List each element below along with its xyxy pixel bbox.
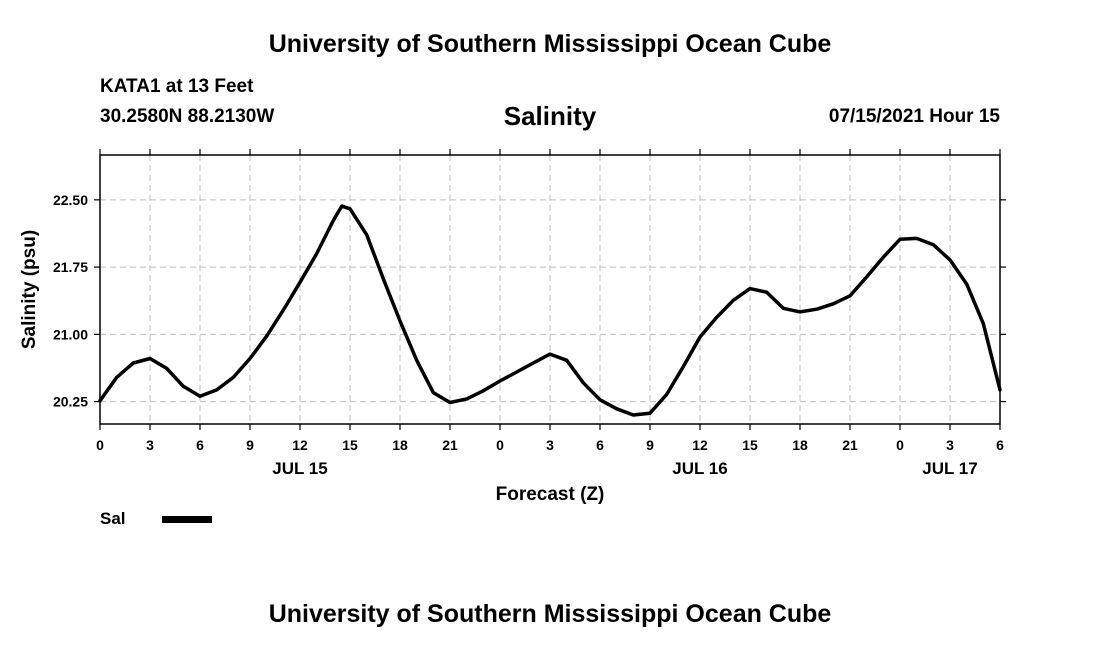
x-tick-label: 3 — [146, 437, 154, 453]
x-tick-label: 9 — [246, 437, 254, 453]
bottom-title: University of Southern Mississippi Ocean… — [268, 600, 832, 628]
chart-title: Salinity — [503, 101, 597, 131]
y-tick-label: 20.25 — [53, 394, 88, 410]
series-line-sal — [98, 204, 1002, 417]
y-axis-label: Salinity (psu) — [19, 230, 40, 349]
x-tick-label: 3 — [946, 437, 954, 453]
x-tick-label: 21 — [842, 437, 858, 453]
y-tick-label: 21.75 — [53, 259, 88, 275]
forecast-timestamp: 07/15/2021 Hour 15 — [828, 106, 1000, 127]
x-tick-label: 18 — [392, 437, 408, 453]
x-tick-label: 12 — [292, 437, 308, 453]
y-tick-label: 22.50 — [53, 192, 88, 208]
date-label: JUL 15 — [272, 459, 327, 478]
x-tick-label: 0 — [896, 437, 904, 453]
x-tick-label: 0 — [496, 437, 504, 453]
station-coordinates: 30.2580N 88.2130W — [100, 106, 275, 127]
x-tick-label: 0 — [96, 437, 104, 453]
x-axis-label: Forecast (Z) — [496, 484, 605, 505]
x-tick-label: 18 — [792, 437, 808, 453]
x-tick-label: 15 — [742, 437, 758, 453]
date-label: JUL 16 — [672, 459, 727, 478]
date-label: JUL 17 — [922, 459, 977, 478]
x-tick-label: 6 — [996, 437, 1004, 453]
x-tick-label: 3 — [546, 437, 554, 453]
station-label: KATA1 at 13 Feet — [100, 76, 254, 97]
x-tick-label: 12 — [692, 437, 708, 453]
x-tick-label: 6 — [596, 437, 604, 453]
x-tick-label: 9 — [646, 437, 654, 453]
top-title: University of Southern Mississippi Ocean… — [268, 30, 832, 58]
legend-line-swatch — [162, 516, 212, 523]
x-tick-label: 15 — [342, 437, 358, 453]
y-tick-label: 21.00 — [53, 326, 88, 342]
x-tick-label: 6 — [196, 437, 204, 453]
x-tick-label: 21 — [442, 437, 458, 453]
legend-label: Sal — [100, 509, 126, 528]
